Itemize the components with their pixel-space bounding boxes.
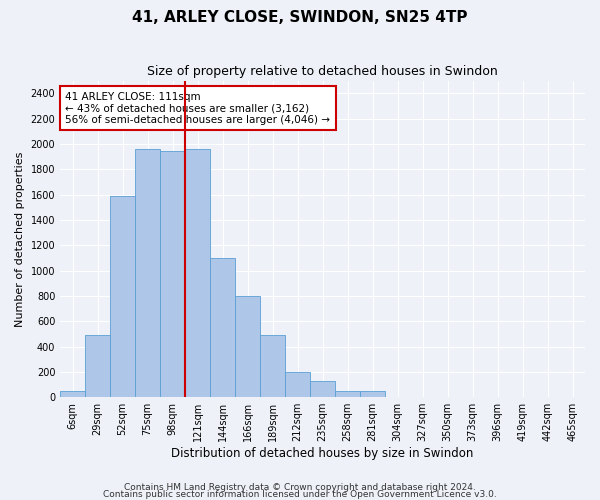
Text: 41 ARLEY CLOSE: 111sqm
← 43% of detached houses are smaller (3,162)
56% of semi-: 41 ARLEY CLOSE: 111sqm ← 43% of detached…: [65, 92, 331, 125]
Title: Size of property relative to detached houses in Swindon: Size of property relative to detached ho…: [147, 65, 498, 78]
Bar: [360, 391, 385, 397]
Bar: [310, 380, 335, 397]
Bar: [185, 149, 210, 397]
Bar: [335, 391, 360, 397]
Y-axis label: Number of detached properties: Number of detached properties: [15, 151, 25, 326]
Bar: [285, 372, 310, 397]
Text: Contains public sector information licensed under the Open Government Licence v3: Contains public sector information licen…: [103, 490, 497, 499]
X-axis label: Distribution of detached houses by size in Swindon: Distribution of detached houses by size …: [172, 447, 474, 460]
Bar: [210, 258, 235, 397]
Bar: [260, 335, 285, 397]
Bar: [110, 196, 135, 397]
Text: 41, ARLEY CLOSE, SWINDON, SN25 4TP: 41, ARLEY CLOSE, SWINDON, SN25 4TP: [132, 10, 468, 25]
Bar: [160, 152, 185, 397]
Bar: [135, 149, 160, 397]
Bar: [60, 391, 85, 397]
Bar: [85, 335, 110, 397]
Text: Contains HM Land Registry data © Crown copyright and database right 2024.: Contains HM Land Registry data © Crown c…: [124, 484, 476, 492]
Bar: [235, 296, 260, 397]
